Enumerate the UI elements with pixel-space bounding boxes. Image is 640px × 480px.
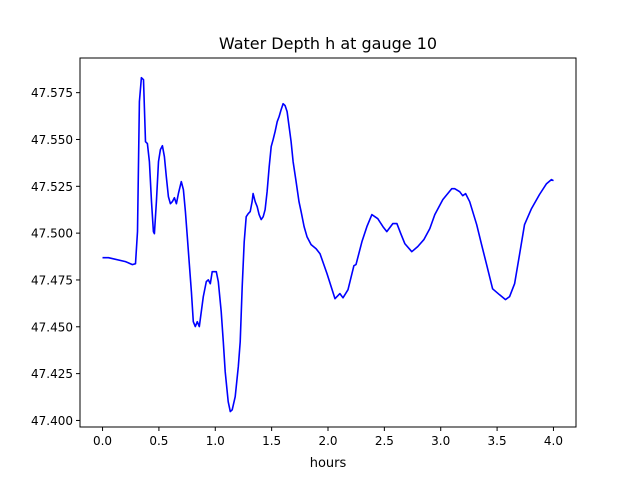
chart-title: Water Depth h at gauge 10 [219,34,437,53]
y-tick-label: 47.425 [31,367,73,381]
x-tick-label: 4.0 [544,434,563,448]
x-tick-label: 1.0 [206,434,225,448]
x-tick-label: 0.0 [93,434,112,448]
axes-frame [79,57,577,428]
x-tick-label: 3.5 [488,434,507,448]
y-tick-label: 47.525 [31,180,73,194]
series-line-h [102,76,554,413]
y-tick-label: 47.500 [31,227,73,241]
y-tick-label: 47.450 [31,320,73,334]
y-tick-label: 47.400 [31,414,73,428]
y-tick-label: 47.575 [31,86,73,100]
x-tick-label: 2.0 [318,434,337,448]
plot-area [102,76,554,413]
y-axis-ticks: 47.400 47.425 47.450 47.475 47.500 47.525 47.5… [31,86,80,428]
x-tick-label: 3.0 [431,434,450,448]
y-tick-label: 47.475 [31,273,73,287]
x-tick-label: 2.5 [375,434,394,448]
x-axis-ticks: 0.0 0.5 1.0 1.5 2.0 2.5 3.0 3.5 4.0 [93,427,563,448]
x-tick-label: 1.5 [262,434,281,448]
x-axis-label: hours [310,456,347,471]
x-tick-label: 0.5 [149,434,168,448]
y-tick-label: 47.550 [31,133,73,147]
